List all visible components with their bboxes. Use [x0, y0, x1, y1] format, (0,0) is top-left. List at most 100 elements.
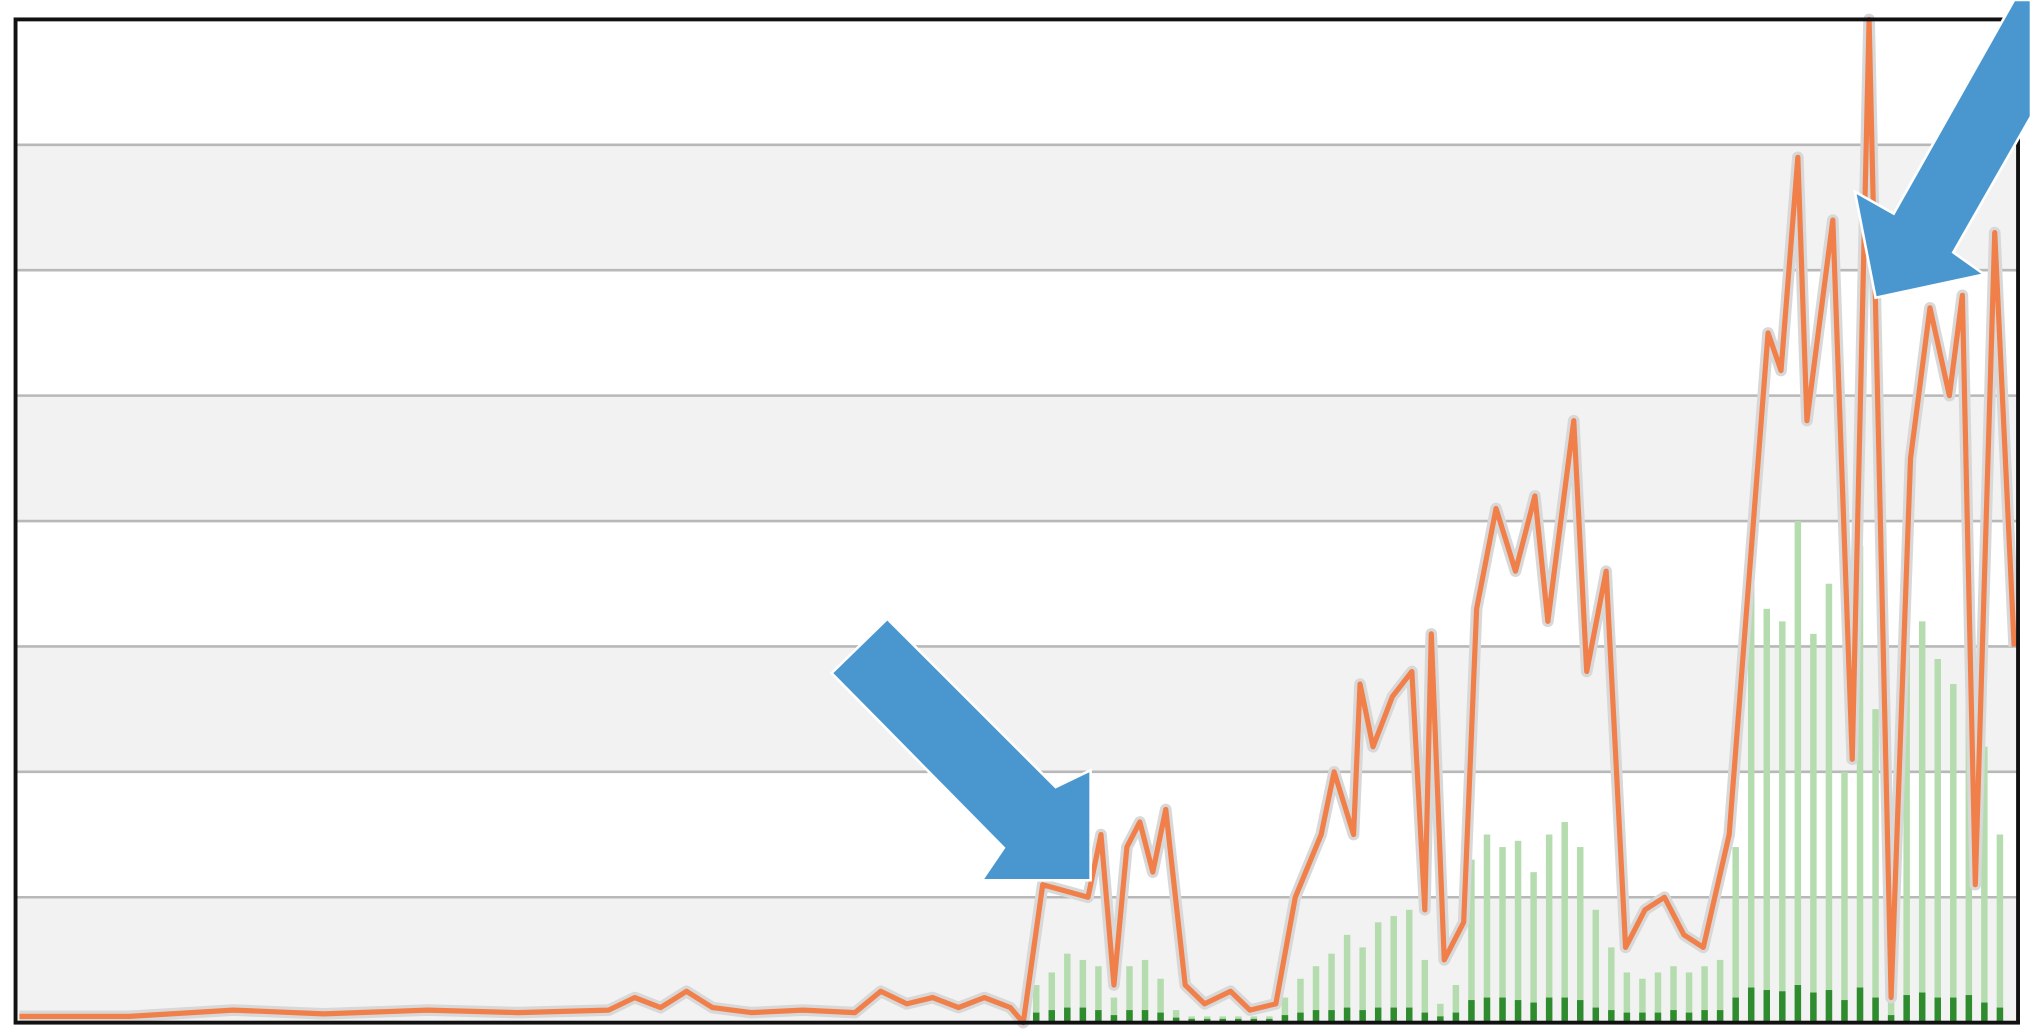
bar — [1064, 1007, 1071, 1023]
bar — [1950, 684, 1957, 1023]
bar — [1328, 953, 1335, 1023]
bar — [1950, 997, 1957, 1023]
bar — [1499, 847, 1506, 1023]
bar — [1390, 916, 1397, 1023]
bar — [1545, 997, 1553, 1023]
bar — [1872, 997, 1879, 1023]
line — [19, 16, 2017, 1026]
arrow — [1853, 0, 2031, 300]
bar — [1530, 872, 1537, 1023]
bar — [1779, 991, 1786, 1023]
bar — [1343, 934, 1351, 1023]
bar — [1608, 947, 1615, 1023]
bar — [1032, 1012, 1040, 1023]
bar — [1157, 978, 1164, 1023]
bar — [1763, 990, 1771, 1023]
bar — [1421, 959, 1429, 1023]
bar — [1343, 1007, 1351, 1023]
bar — [1437, 1003, 1444, 1023]
bar — [1032, 985, 1040, 1023]
bar — [1499, 997, 1506, 1023]
bar — [1670, 1010, 1677, 1023]
bar — [1437, 1016, 1444, 1023]
bar — [1530, 1002, 1537, 1023]
bar — [1872, 709, 1879, 1023]
bar — [1281, 1015, 1289, 1023]
bar — [1390, 1007, 1397, 1023]
bar — [1841, 771, 1848, 1023]
bar — [1048, 1010, 1056, 1023]
bar — [1452, 1012, 1460, 1023]
bar — [1701, 1010, 1708, 1023]
bar — [1468, 859, 1475, 1023]
bar — [1421, 1012, 1429, 1023]
bar — [1856, 987, 1864, 1023]
bar — [1468, 1000, 1475, 1023]
bar — [1064, 953, 1071, 1023]
bar — [1577, 1000, 1584, 1023]
bar — [1483, 997, 1491, 1023]
bar — [1685, 972, 1693, 1023]
bar — [1639, 1012, 1646, 1023]
bar — [1312, 966, 1320, 1023]
bar — [1328, 1010, 1335, 1023]
bar — [1996, 1007, 2004, 1023]
bar — [1514, 840, 1522, 1023]
bar — [1747, 987, 1755, 1023]
bar — [1126, 1010, 1133, 1023]
bar — [1079, 1007, 1087, 1023]
bar — [1157, 1012, 1164, 1023]
grid-band — [15, 144, 2019, 271]
bar — [1981, 746, 1988, 1023]
bar — [1685, 1012, 1693, 1023]
bar — [1312, 1010, 1320, 1023]
bar — [1374, 1007, 1382, 1023]
bar — [1592, 1007, 1600, 1023]
bar — [1514, 1000, 1522, 1023]
bar — [1887, 1015, 1895, 1023]
bar — [1110, 1015, 1118, 1023]
bar — [1048, 972, 1056, 1023]
bar — [1359, 947, 1366, 1023]
bar — [1561, 821, 1568, 1023]
bar — [1810, 633, 1817, 1023]
bar — [1141, 959, 1149, 1023]
bar — [1095, 1010, 1102, 1023]
grid-band — [15, 897, 2019, 1023]
bar — [1701, 966, 1708, 1023]
bar — [1374, 922, 1382, 1023]
bar — [1654, 1012, 1662, 1023]
bar — [1654, 972, 1662, 1023]
bar — [1172, 1010, 1180, 1023]
bar — [1110, 997, 1118, 1023]
bar — [1406, 1007, 1413, 1023]
bar — [1639, 978, 1646, 1023]
bar — [1359, 1010, 1366, 1023]
grid-band — [15, 395, 2019, 522]
bar — [1141, 1010, 1149, 1023]
bar — [1825, 990, 1833, 1023]
bar — [1918, 621, 1926, 1023]
bar — [1716, 1010, 1724, 1023]
bar — [1592, 909, 1600, 1023]
bar — [1079, 959, 1087, 1023]
bar — [1126, 966, 1133, 1023]
bar — [1577, 847, 1584, 1023]
bar — [1903, 646, 1910, 1023]
plot-area — [15, 13, 2020, 1029]
arrow — [829, 616, 1092, 882]
plot-frame — [13, 17, 2020, 1025]
bar — [1934, 997, 1941, 1023]
bar — [1779, 621, 1786, 1023]
bar — [1623, 972, 1631, 1023]
bar — [1794, 985, 1802, 1023]
bar — [1810, 992, 1817, 1023]
bar — [1856, 546, 1864, 1023]
bar — [1747, 583, 1755, 1023]
bar — [1965, 995, 1973, 1023]
bar — [1561, 997, 1568, 1023]
bar — [1716, 959, 1724, 1023]
bar — [1763, 608, 1771, 1023]
